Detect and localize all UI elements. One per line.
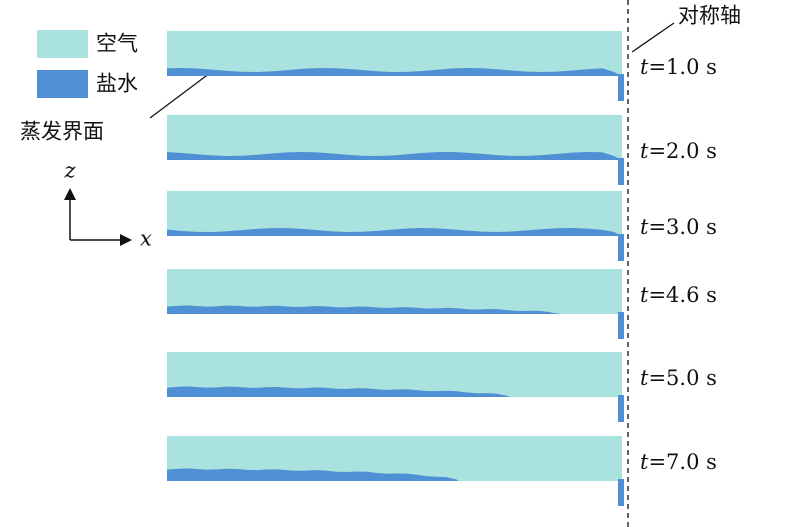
arrow-head bbox=[64, 188, 76, 200]
brine-column bbox=[618, 312, 624, 339]
air-region bbox=[167, 115, 622, 160]
x-label: x bbox=[140, 227, 152, 251]
time-label: t=5.0 s bbox=[640, 366, 717, 390]
legend-label: 盐水 bbox=[96, 72, 138, 96]
brine-column bbox=[618, 479, 624, 506]
leader-line bbox=[631, 22, 675, 53]
z-label: z bbox=[63, 159, 76, 183]
time-symbol: t bbox=[640, 215, 649, 239]
interface-label: 蒸发界面 bbox=[20, 120, 104, 144]
brine-layer bbox=[167, 152, 622, 160]
time-value: =5.0 s bbox=[648, 366, 716, 390]
time-symbol: t bbox=[640, 283, 649, 307]
panels: t=1.0 st=2.0 st=3.0 st=4.6 st=5.0 st=7.0… bbox=[167, 31, 717, 506]
time-label: t=2.0 s bbox=[640, 139, 717, 163]
brine-layer bbox=[167, 386, 510, 397]
time-value: =2.0 s bbox=[648, 139, 716, 163]
brine-column bbox=[618, 158, 624, 185]
time-value: =3.0 s bbox=[648, 215, 716, 239]
brine-layer bbox=[167, 468, 458, 481]
legend-swatch-brine bbox=[37, 70, 88, 98]
time-symbol: t bbox=[640, 366, 649, 390]
brine-column bbox=[618, 395, 624, 422]
air-region bbox=[167, 31, 622, 76]
time-symbol: t bbox=[640, 450, 649, 474]
air-region bbox=[167, 191, 622, 236]
brine-layer bbox=[167, 68, 622, 76]
legend-swatch-air bbox=[37, 30, 88, 58]
time-symbol: t bbox=[640, 55, 649, 79]
time-value: =4.6 s bbox=[648, 283, 716, 307]
leader-line bbox=[149, 69, 215, 119]
time-label: t=3.0 s bbox=[640, 215, 717, 239]
brine-column bbox=[618, 74, 624, 101]
legend-label: 空气 bbox=[96, 32, 138, 56]
time-label: t=4.6 s bbox=[640, 283, 717, 307]
brine-layer bbox=[167, 305, 560, 314]
arrow-head bbox=[120, 234, 132, 246]
time-label: t=1.0 s bbox=[640, 55, 717, 79]
time-value: =7.0 s bbox=[648, 450, 716, 474]
time-value: =1.0 s bbox=[648, 55, 716, 79]
time-symbol: t bbox=[640, 139, 649, 163]
axes-icon bbox=[64, 188, 132, 246]
brine-layer bbox=[167, 228, 622, 236]
symmetry-axis-label: 对称轴 bbox=[678, 4, 741, 28]
brine-column bbox=[618, 234, 624, 261]
time-label: t=7.0 s bbox=[640, 450, 717, 474]
